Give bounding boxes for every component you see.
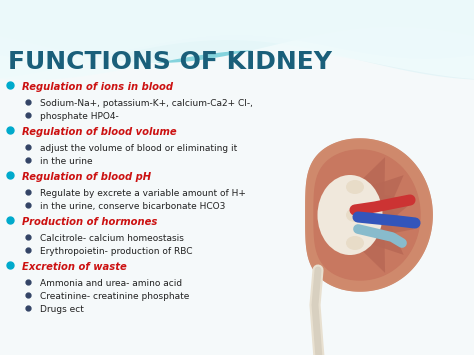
Ellipse shape xyxy=(346,236,364,250)
Text: Regulation of blood pH: Regulation of blood pH xyxy=(22,172,151,182)
Polygon shape xyxy=(365,191,414,234)
Polygon shape xyxy=(355,175,404,226)
Polygon shape xyxy=(0,0,474,63)
Polygon shape xyxy=(365,196,414,239)
Polygon shape xyxy=(306,139,432,291)
Ellipse shape xyxy=(346,180,364,194)
Text: Production of hormones: Production of hormones xyxy=(22,217,157,227)
Polygon shape xyxy=(0,0,474,80)
Text: Erythropoietin- production of RBC: Erythropoietin- production of RBC xyxy=(40,247,192,256)
Text: Sodium-Na+, potassium-K+, calcium-Ca2+ Cl-,: Sodium-Na+, potassium-K+, calcium-Ca2+ C… xyxy=(40,99,253,108)
Polygon shape xyxy=(355,204,404,255)
Text: in the urine, conserve bicarbonate HCO3: in the urine, conserve bicarbonate HCO3 xyxy=(40,202,225,211)
Ellipse shape xyxy=(346,208,364,222)
Ellipse shape xyxy=(318,175,383,255)
Polygon shape xyxy=(0,0,474,59)
Polygon shape xyxy=(345,214,385,273)
Text: adjust the volume of blood or eliminating it: adjust the volume of blood or eliminatin… xyxy=(40,144,237,153)
Text: Drugs ect: Drugs ect xyxy=(40,305,84,314)
Text: phosphate HPO4-: phosphate HPO4- xyxy=(40,112,119,121)
Text: Ammonia and urea- amino acid: Ammonia and urea- amino acid xyxy=(40,279,182,288)
Text: Regulate by excrete a variable amount of H+: Regulate by excrete a variable amount of… xyxy=(40,189,246,198)
Text: FUNCTIONS OF KIDNEY: FUNCTIONS OF KIDNEY xyxy=(8,50,332,74)
Polygon shape xyxy=(0,0,474,80)
Text: Calcitrole- calcium homeostasis: Calcitrole- calcium homeostasis xyxy=(40,234,184,243)
Text: Excretion of waste: Excretion of waste xyxy=(22,262,127,272)
Text: Creatinine- creatinine phosphate: Creatinine- creatinine phosphate xyxy=(40,292,190,301)
Polygon shape xyxy=(314,150,420,280)
Text: Regulation of blood volume: Regulation of blood volume xyxy=(22,127,177,137)
Text: Regulation of ions in blood: Regulation of ions in blood xyxy=(22,82,173,92)
Text: in the urine: in the urine xyxy=(40,157,92,166)
Polygon shape xyxy=(306,139,432,291)
Polygon shape xyxy=(345,157,385,216)
